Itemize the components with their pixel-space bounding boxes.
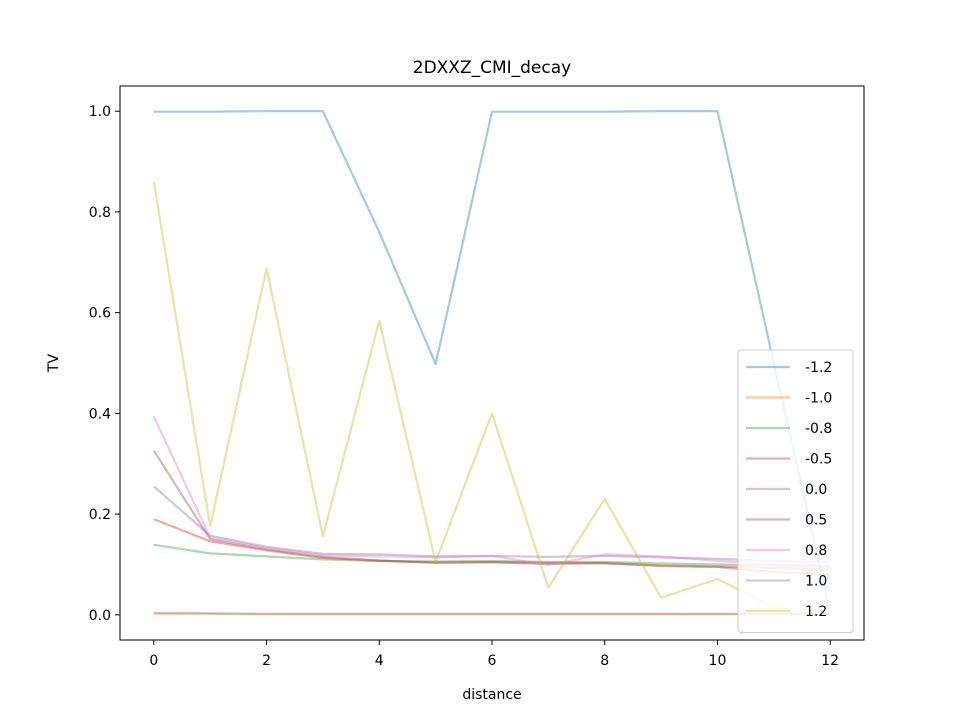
x-tick-label: 12: [821, 653, 839, 669]
legend-label: -1.0: [805, 391, 832, 407]
x-tick-label: 8: [600, 653, 609, 669]
y-tick-label: 0.6: [89, 306, 111, 322]
y-tick-label: 0.2: [89, 507, 111, 523]
x-tick-label: 6: [488, 653, 497, 669]
x-axis-label: distance: [462, 687, 521, 703]
legend-label: 0.8: [805, 543, 827, 559]
chart-title: 2DXXZ_CMI_decay: [413, 58, 571, 78]
y-tick-label: 1.0: [89, 104, 111, 120]
legend-label: 1.2: [805, 604, 827, 620]
series-layer: [152, 110, 832, 616]
legend-box: [737, 349, 854, 633]
series-line-5: [152, 450, 831, 576]
legend-label: 0.5: [805, 513, 827, 529]
legend: -1.2 -1.0 -0.8 -0.5 0.0 0.5 0.8 1.0 1.2: [737, 349, 854, 633]
legend-label: -0.5: [805, 452, 832, 468]
series-line-7: [153, 611, 831, 615]
x-axis-ticks: 0 2 4 6 8 10 12: [149, 640, 839, 669]
y-tick-label: 0.8: [89, 205, 111, 221]
y-tick-label: 0.0: [89, 608, 111, 624]
series-line-0: [153, 110, 832, 614]
x-tick-label: 10: [709, 653, 727, 669]
x-tick-label: 0: [149, 653, 158, 669]
series-line-1: [153, 612, 831, 616]
legend-label: -0.8: [805, 421, 832, 437]
x-tick-label: 4: [375, 653, 384, 669]
series-line-6: [152, 415, 831, 568]
series-line-3: [153, 518, 831, 571]
legend-label: -1.2: [805, 360, 832, 376]
legend-label: 0.0: [805, 482, 827, 498]
series-line-2: [153, 543, 831, 569]
series-line-8: [152, 181, 831, 615]
y-axis-label: TV: [46, 354, 62, 374]
legend-label: 1.0: [805, 574, 827, 590]
series-line-4: [153, 485, 831, 564]
y-axis-ticks: 0.0 0.2 0.4 0.6 0.8 1.0: [89, 104, 120, 624]
y-tick-label: 0.4: [89, 406, 111, 422]
x-tick-label: 2: [262, 653, 271, 669]
